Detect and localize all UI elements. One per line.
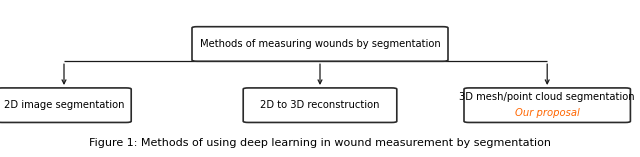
Text: Methods of measuring wounds by segmentation: Methods of measuring wounds by segmentat… xyxy=(200,39,440,49)
FancyBboxPatch shape xyxy=(0,88,131,122)
FancyBboxPatch shape xyxy=(243,88,397,122)
Text: 2D image segmentation: 2D image segmentation xyxy=(4,100,124,110)
Text: 3D mesh/point cloud segmentation: 3D mesh/point cloud segmentation xyxy=(460,92,635,102)
Text: Our proposal: Our proposal xyxy=(515,108,580,118)
FancyBboxPatch shape xyxy=(192,27,448,61)
Text: Figure 1: Methods of using deep learning in wound measurement by segmentation: Figure 1: Methods of using deep learning… xyxy=(89,138,551,148)
FancyBboxPatch shape xyxy=(464,88,630,122)
Text: 2D to 3D reconstruction: 2D to 3D reconstruction xyxy=(260,100,380,110)
